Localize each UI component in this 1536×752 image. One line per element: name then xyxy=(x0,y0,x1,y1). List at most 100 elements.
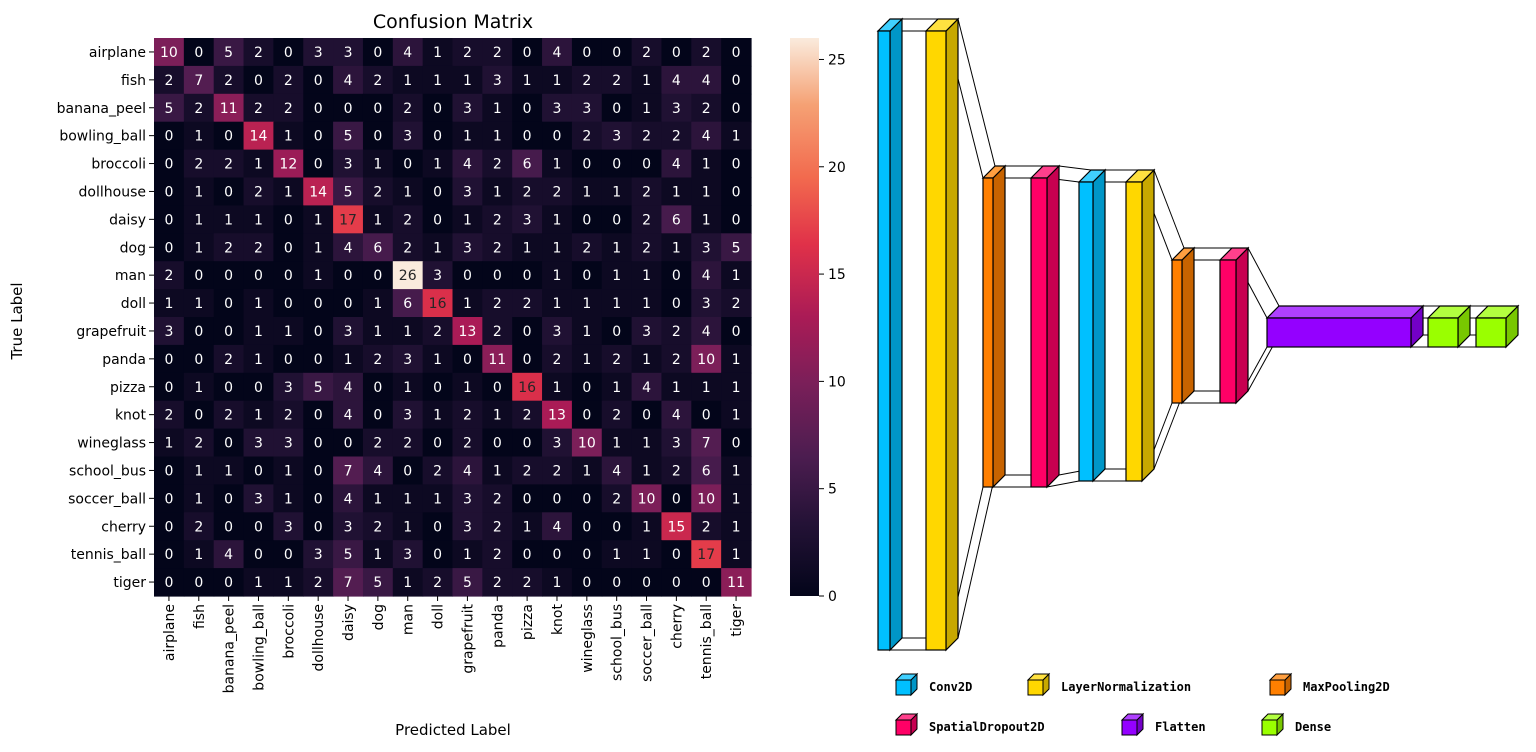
heatmap-cell xyxy=(631,38,663,67)
cell-value-label: 0 xyxy=(433,519,442,535)
cell-value-label: 2 xyxy=(403,101,412,117)
heatmap-cell xyxy=(154,121,185,151)
heatmap-cell xyxy=(154,540,185,569)
cell-value-label: 0 xyxy=(314,129,323,145)
cell-value-label: 2 xyxy=(642,184,651,200)
cell-value-label: 3 xyxy=(284,436,293,452)
heatmap-cell xyxy=(362,568,394,597)
cell-value-label: 1 xyxy=(612,296,621,312)
layer-block xyxy=(1218,246,1250,405)
heatmap-cell xyxy=(691,177,722,206)
cell-value-label: 2 xyxy=(164,408,173,424)
heatmap-cell xyxy=(482,568,513,597)
x-tick-label: banana_peel xyxy=(222,604,238,693)
cell-value-label: 0 xyxy=(254,519,263,535)
x-tick-label: airplane xyxy=(162,604,178,661)
cell-value-label: 2 xyxy=(433,575,442,591)
cell-value-label: 1 xyxy=(553,73,562,89)
heatmap-cell xyxy=(303,289,334,318)
heatmap-cell xyxy=(303,456,334,485)
heatmap-cell xyxy=(154,149,185,179)
heatmap-cell xyxy=(571,121,603,151)
cell-value-label: 1 xyxy=(612,240,621,256)
cell-value-label: 1 xyxy=(284,184,293,200)
heatmap-cell xyxy=(213,456,245,485)
heatmap-cell xyxy=(542,344,573,374)
heatmap-cell xyxy=(452,233,483,262)
heatmap-cell xyxy=(512,344,543,374)
heatmap-cell xyxy=(303,65,334,95)
heatmap-cell xyxy=(542,456,573,485)
cell-value-label: 2 xyxy=(224,240,233,256)
heatmap-cell xyxy=(303,400,334,430)
cell-value-label: 3 xyxy=(672,101,681,117)
heatmap-cell xyxy=(333,568,364,597)
heatmap-cell xyxy=(154,428,185,458)
heatmap-cell xyxy=(183,344,215,374)
cell-value-label: 3 xyxy=(164,324,173,340)
cell-value-label: 1 xyxy=(642,268,651,284)
heatmap-cell xyxy=(601,149,633,179)
cell-value-label: 2 xyxy=(284,408,293,424)
heatmap-cell xyxy=(362,38,394,67)
cell-value-label: 4 xyxy=(463,157,472,173)
heatmap-cell xyxy=(482,177,513,206)
x-tick-label: cherry xyxy=(669,604,685,649)
cell-value-label: 0 xyxy=(493,380,502,396)
cell-value-label: 1 xyxy=(523,240,532,256)
cell-value-label: 0 xyxy=(612,212,621,228)
heatmap-cell xyxy=(154,456,185,485)
heatmap-cell xyxy=(452,372,483,402)
heatmap-cell xyxy=(571,512,603,541)
heatmap-cell xyxy=(601,428,633,458)
heatmap-cell xyxy=(243,177,274,206)
heatmap-cell xyxy=(661,568,692,597)
cell-value-label: 0 xyxy=(164,463,173,479)
cell-value-label: 2 xyxy=(612,352,621,368)
cell-value-label: 1 xyxy=(642,296,651,312)
heatmap-cell xyxy=(542,121,573,151)
cell-value-label: 1 xyxy=(284,324,293,340)
heatmap-cell xyxy=(512,233,543,262)
x-tick-label: soccer_ball xyxy=(640,604,656,682)
heatmap-cell xyxy=(154,372,185,402)
heatmap-cell xyxy=(303,205,334,234)
cell-value-label: 3 xyxy=(403,352,412,368)
heatmap-cell xyxy=(422,149,454,179)
heatmap-cell xyxy=(512,93,543,123)
cell-value-label: 1 xyxy=(284,575,293,591)
cell-value-label: 1 xyxy=(493,184,502,200)
cell-value-label: 1 xyxy=(433,240,442,256)
chart-title: Confusion Matrix xyxy=(373,11,533,33)
cell-value-label: 2 xyxy=(702,101,711,117)
cell-value-label: 3 xyxy=(463,491,472,507)
connector-line xyxy=(1046,480,1080,488)
cell-value-label: 0 xyxy=(373,408,382,424)
colorbar-tick-label: 5 xyxy=(828,482,837,498)
cell-value-label: 2 xyxy=(254,45,263,61)
heatmap-cell xyxy=(303,38,334,67)
heatmap-cell xyxy=(362,261,394,290)
heatmap-cell xyxy=(571,568,603,597)
heatmap-cell xyxy=(691,344,722,374)
heatmap-cell xyxy=(213,233,245,262)
cell-value-label: 5 xyxy=(463,575,472,591)
heatmap-cell xyxy=(213,372,245,402)
cell-value-label: 1 xyxy=(254,212,263,228)
heatmap-cell xyxy=(154,512,185,541)
heatmap-cell xyxy=(333,93,364,123)
cell-value-label: 1 xyxy=(493,101,502,117)
x-tick-label: fish xyxy=(192,604,208,629)
heatmap-cell xyxy=(601,121,633,151)
heatmap-cell xyxy=(183,149,215,179)
heatmap-cell xyxy=(422,38,454,67)
heatmap-cell xyxy=(154,484,185,513)
cell-value-label: 4 xyxy=(344,491,353,507)
cell-value-label: 4 xyxy=(672,408,681,424)
cell-value-label: 0 xyxy=(194,408,203,424)
heatmap-cell xyxy=(362,484,394,513)
heatmap-cell xyxy=(482,372,513,402)
cell-value-label: 1 xyxy=(732,352,741,368)
heatmap-cell xyxy=(631,317,663,346)
heatmap-cell xyxy=(542,372,573,402)
